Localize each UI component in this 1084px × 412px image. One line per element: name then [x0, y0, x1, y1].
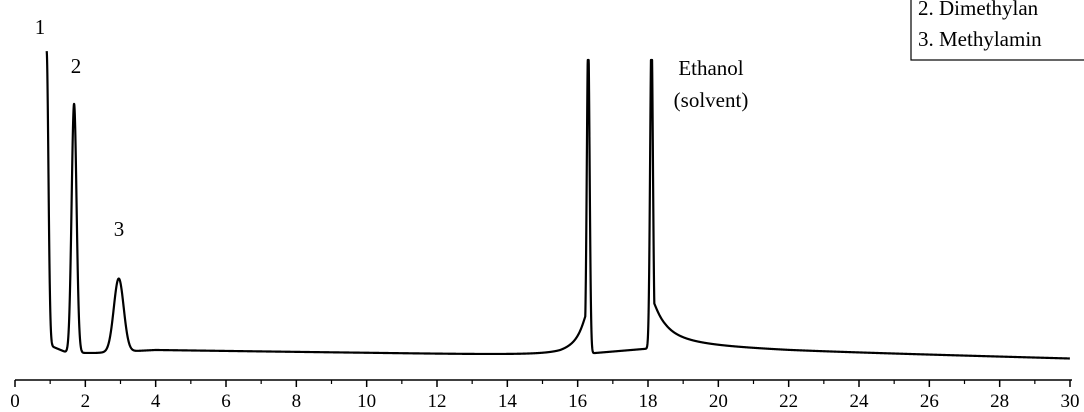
x-tick-label-14: 14 [498, 391, 518, 412]
x-tick-label-2: 2 [81, 391, 91, 412]
x-tick-label-24: 24 [850, 391, 870, 412]
x-tick-label-6: 6 [221, 391, 231, 412]
peak-label-ethanol: Ethanol [678, 56, 743, 80]
legend-item-3: 3. Methylamin [918, 27, 1042, 51]
x-tick-label-20: 20 [709, 391, 728, 412]
legend-box [910, 0, 1084, 61]
legend: 2. Dimethylan 3. Methylamin [910, 0, 1084, 61]
peak-label-2: 2 [71, 54, 82, 78]
x-tick-label-0: 0 [10, 391, 20, 412]
x-tick-label-18: 18 [639, 391, 658, 412]
chromatogram-trace [45, 50, 1071, 360]
x-axis-ticks: 0 2 4 6 8 10 12 14 16 18 20 22 24 26 28 30 [10, 380, 1080, 412]
x-tick-label-8: 8 [292, 391, 302, 412]
x-tick-label-12: 12 [428, 391, 447, 412]
x-tick-label-16: 16 [568, 391, 587, 412]
peak-label-3: 3 [114, 217, 125, 241]
x-tick-label-22: 22 [779, 391, 798, 412]
x-tick-label-10: 10 [357, 391, 376, 412]
x-tick-label-30: 30 [1061, 391, 1080, 412]
x-tick-label-26: 26 [920, 391, 939, 412]
peak-label-solvent: (solvent) [674, 88, 749, 112]
peak-label-1: 1 [35, 15, 46, 39]
legend-item-2: 2. Dimethylan [918, 0, 1039, 20]
x-tick-label-28: 28 [990, 391, 1009, 412]
x-tick-label-4: 4 [151, 391, 161, 412]
